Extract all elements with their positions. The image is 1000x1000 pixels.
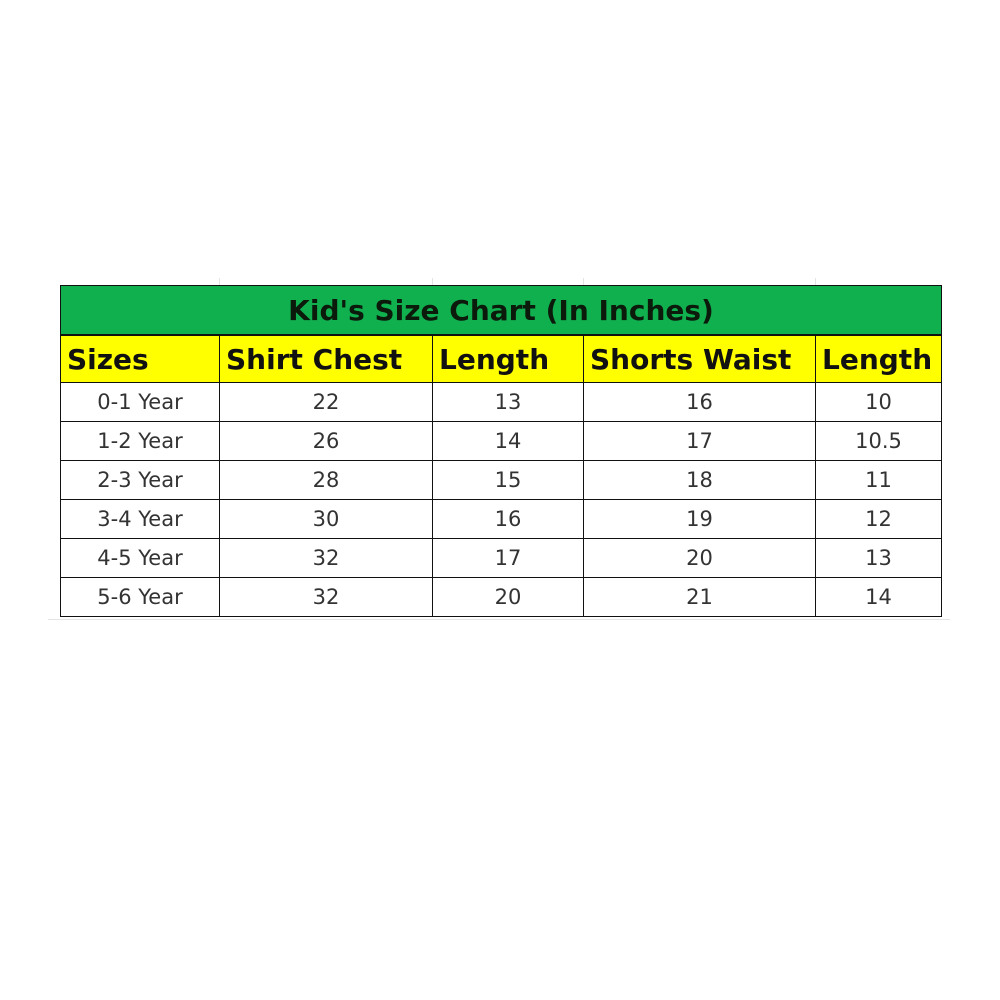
table-cell: 20 bbox=[432, 577, 584, 617]
column-header: Shirt Chest bbox=[219, 334, 433, 383]
column-header: Shorts Waist bbox=[583, 334, 816, 383]
table-cell: 18 bbox=[583, 460, 816, 500]
table-cell: 17 bbox=[583, 421, 816, 461]
table-cell: 32 bbox=[219, 538, 433, 578]
table-row: 4-5 Year 32 17 20 13 bbox=[60, 538, 943, 578]
table-row: 1-2 Year 26 14 17 10.5 bbox=[60, 421, 943, 461]
table-cell: 13 bbox=[432, 382, 584, 422]
table-cell: 1-2 Year bbox=[60, 421, 220, 461]
table-row: 3-4 Year 30 16 19 12 bbox=[60, 499, 943, 539]
table-cell: 32 bbox=[219, 577, 433, 617]
table-cell: 28 bbox=[219, 460, 433, 500]
table-cell: 16 bbox=[432, 499, 584, 539]
table-row: 0-1 Year 22 13 16 10 bbox=[60, 382, 943, 422]
table-cell: 14 bbox=[814, 577, 943, 617]
table-cell: 10.5 bbox=[814, 421, 943, 461]
table-cell: 15 bbox=[432, 460, 584, 500]
table-cell: 4-5 Year bbox=[60, 538, 220, 578]
table-row: 2-3 Year 28 15 18 11 bbox=[60, 460, 943, 500]
sheet-gridline bbox=[219, 278, 220, 286]
table-cell: 21 bbox=[583, 577, 816, 617]
table-cell: 14 bbox=[432, 421, 584, 461]
table-cell: 11 bbox=[814, 460, 943, 500]
table-cell: 19 bbox=[583, 499, 816, 539]
column-header: Sizes bbox=[60, 334, 220, 383]
table-cell: 5-6 Year bbox=[60, 577, 220, 617]
table-cell: 13 bbox=[814, 538, 943, 578]
sheet-gridline bbox=[583, 278, 584, 286]
table-cell: 30 bbox=[219, 499, 433, 539]
table-cell: 17 bbox=[432, 538, 584, 578]
table-cell: 26 bbox=[219, 421, 433, 461]
column-header: Length bbox=[814, 334, 943, 383]
table-cell: 2-3 Year bbox=[60, 460, 220, 500]
table-cell: 22 bbox=[219, 382, 433, 422]
column-header: Length bbox=[432, 334, 584, 383]
table-cell: 0-1 Year bbox=[60, 382, 220, 422]
table-cell: 10 bbox=[814, 382, 943, 422]
header-row: Sizes Shirt Chest Length Shorts Waist Le… bbox=[60, 334, 943, 383]
sheet-gridline bbox=[48, 619, 950, 620]
table-row: 5-6 Year 32 20 21 14 bbox=[60, 577, 943, 617]
title-row: Kid's Size Chart (In Inches) bbox=[59, 285, 943, 336]
size-chart-table: Kid's Size Chart (In Inches) Sizes Shirt… bbox=[59, 285, 943, 617]
table-cell: 20 bbox=[583, 538, 816, 578]
chart-title: Kid's Size Chart (In Inches) bbox=[59, 285, 943, 336]
table-cell: 16 bbox=[583, 382, 816, 422]
table-cell: 12 bbox=[814, 499, 943, 539]
table-cell: 3-4 Year bbox=[60, 499, 220, 539]
sheet-gridline bbox=[432, 278, 433, 286]
sheet-gridline bbox=[815, 278, 816, 286]
